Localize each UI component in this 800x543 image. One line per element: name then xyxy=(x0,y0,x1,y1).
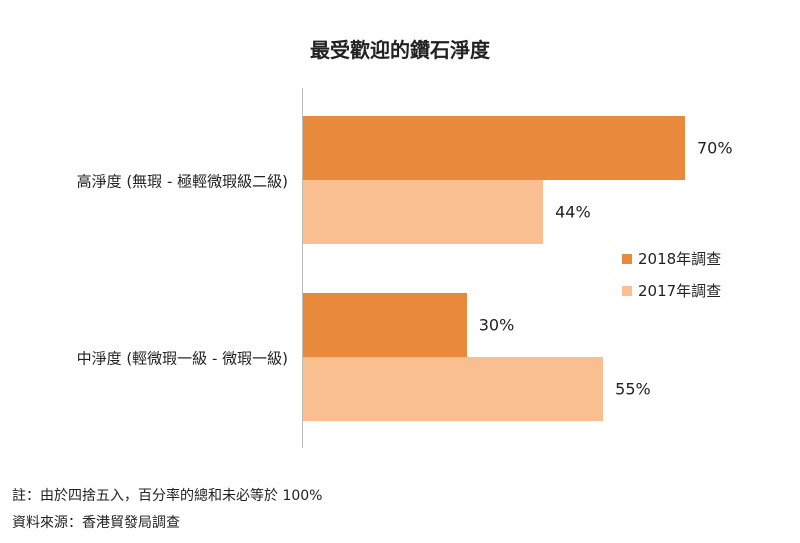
bar-2018年調查-1 xyxy=(303,293,467,357)
bar-2017年調查-0 xyxy=(303,180,544,244)
legend-item-2017: 2017年調查 xyxy=(622,280,721,301)
bar-2017年調查-1 xyxy=(303,357,604,421)
legend-swatch xyxy=(622,285,632,296)
legend-label: 2018年調查 xyxy=(638,250,722,268)
legend-item-2018: 2018年調查 xyxy=(622,248,721,269)
y-axis-line xyxy=(302,88,303,448)
footnote: 註：由於四捨五入，百分率的總和未必等於 100% xyxy=(12,488,323,504)
chart-title: 最受歡迎的鑽石淨度 xyxy=(310,38,490,62)
category-label: 高淨度 (無瑕 - 極輕微瑕級二級) xyxy=(76,172,288,191)
legend-label: 2017年調查 xyxy=(638,282,722,300)
data-label: 55% xyxy=(615,379,651,399)
data-label: 44% xyxy=(555,202,591,222)
source-note: 資料來源：香港貿發局調查 xyxy=(12,515,180,531)
bar-2018年調查-0 xyxy=(303,116,685,180)
category-label: 中淨度 (輕微瑕一級 - 微瑕一級) xyxy=(76,349,288,368)
data-label: 30% xyxy=(478,315,515,335)
legend-swatch xyxy=(622,253,632,264)
data-label: 70% xyxy=(697,138,733,158)
